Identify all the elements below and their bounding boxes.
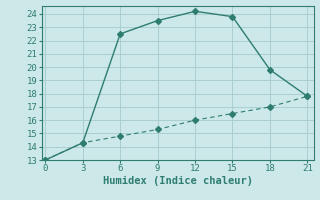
X-axis label: Humidex (Indice chaleur): Humidex (Indice chaleur) <box>103 176 252 186</box>
